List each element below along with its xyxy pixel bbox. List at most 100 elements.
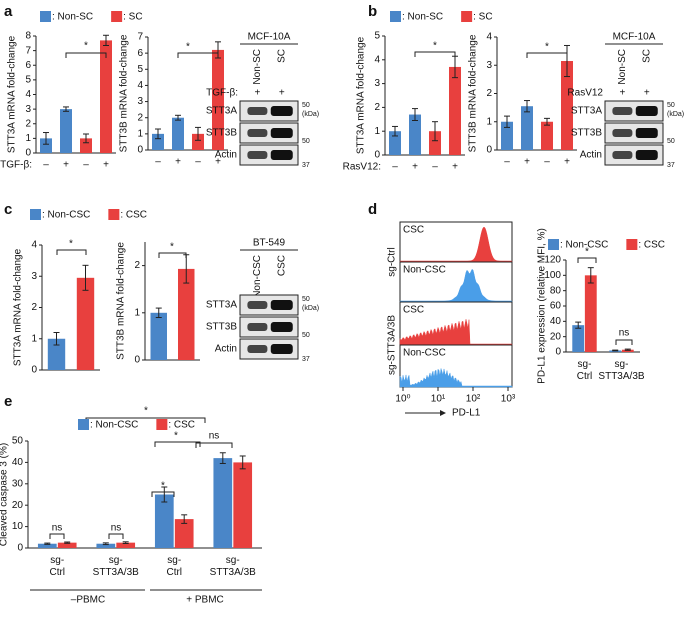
bar bbox=[154, 494, 174, 548]
histogram-shape bbox=[399, 268, 513, 303]
y-tick-label: 20 bbox=[12, 500, 24, 511]
size-marker: 50 bbox=[667, 102, 675, 109]
size-marker: 50 bbox=[302, 332, 310, 339]
bar bbox=[76, 277, 95, 370]
band bbox=[635, 150, 658, 160]
annotation: * bbox=[144, 406, 148, 417]
group-label: sg-STT3A/3B bbox=[387, 315, 398, 375]
error-bar bbox=[392, 125, 398, 137]
band bbox=[635, 106, 658, 116]
size-marker: (kDa) bbox=[302, 111, 319, 118]
y-tick-label: 0 bbox=[31, 365, 37, 376]
y-tick-label: 6 bbox=[25, 60, 31, 71]
bar bbox=[47, 338, 66, 370]
error-bar bbox=[612, 349, 619, 352]
y-tick-label: 0 bbox=[17, 543, 23, 554]
lane-label: CSC bbox=[276, 255, 287, 276]
group-label: + PBMC bbox=[186, 595, 224, 606]
error-bar bbox=[587, 267, 594, 284]
band bbox=[270, 300, 293, 310]
size-marker: (kDa) bbox=[302, 305, 319, 312]
bar bbox=[429, 131, 441, 155]
y-tick-label: 2 bbox=[137, 112, 143, 123]
error-bar bbox=[63, 106, 69, 112]
error-bar bbox=[624, 348, 631, 351]
error-bar bbox=[82, 264, 89, 291]
band-label: Actin bbox=[580, 150, 602, 161]
x-tick-label: 10⁰ bbox=[395, 394, 410, 405]
bar bbox=[233, 462, 253, 548]
x-tick-label: sg-Ctrl bbox=[166, 555, 182, 578]
y-tick-label: 0 bbox=[25, 148, 31, 159]
bar bbox=[521, 106, 533, 150]
panel-label: b bbox=[368, 3, 377, 20]
bracket bbox=[108, 533, 124, 539]
error-bar bbox=[155, 307, 162, 319]
band bbox=[270, 106, 293, 116]
bracket bbox=[615, 339, 633, 345]
x-tick-label: + bbox=[452, 162, 458, 173]
y-tick-label: 40 bbox=[550, 316, 562, 327]
error-bar bbox=[64, 541, 71, 544]
x-tick-label: sg-STT3A/3B bbox=[210, 555, 256, 578]
bar bbox=[621, 349, 634, 352]
y-tick-label: 10 bbox=[12, 521, 24, 532]
band bbox=[247, 129, 268, 137]
error-bar bbox=[412, 108, 418, 121]
x-tick-label: – bbox=[83, 160, 89, 171]
arrow-head bbox=[440, 410, 446, 416]
bar bbox=[150, 312, 167, 360]
bracket bbox=[56, 249, 87, 255]
band-label: STT3A bbox=[206, 300, 237, 311]
error-bar bbox=[239, 455, 246, 470]
x-tick-label: – bbox=[504, 157, 510, 168]
bar bbox=[501, 121, 513, 150]
legend-swatch bbox=[626, 239, 638, 250]
treatment-sign: + bbox=[619, 88, 625, 99]
row-label: Non-CSC bbox=[403, 348, 446, 359]
error-bar bbox=[175, 114, 181, 121]
x-tick-label: – bbox=[43, 160, 49, 171]
lane-label: Non-SC bbox=[617, 49, 628, 85]
y-tick-label: 4 bbox=[374, 54, 380, 65]
size-marker: 37 bbox=[302, 162, 310, 169]
annotation: * bbox=[161, 481, 165, 492]
y-axis-title: STT3B mRNA fold-change bbox=[119, 34, 130, 152]
row-label: CSC bbox=[403, 305, 424, 316]
error-bar bbox=[575, 321, 582, 329]
x-tick-label: 10² bbox=[466, 394, 481, 405]
x-tick-label: sg-Ctrl bbox=[49, 555, 65, 578]
error-bar bbox=[564, 44, 570, 78]
bar bbox=[541, 121, 553, 150]
bar bbox=[37, 543, 57, 548]
bar bbox=[80, 138, 92, 153]
histogram-shape bbox=[399, 226, 513, 263]
x-axis-title: PD-L1 bbox=[452, 408, 481, 419]
bracket bbox=[577, 257, 597, 263]
legend-swatch bbox=[111, 11, 123, 22]
band-label: Actin bbox=[215, 150, 237, 161]
y-tick-label: 2 bbox=[25, 118, 31, 129]
error-bar bbox=[219, 452, 226, 464]
legend-label: : SC bbox=[473, 12, 492, 23]
treatment-sign: + bbox=[279, 88, 285, 99]
size-marker: (kDa) bbox=[667, 111, 684, 118]
band-label: STT3B bbox=[571, 128, 602, 139]
y-tick-label: 3 bbox=[137, 96, 143, 107]
bar bbox=[178, 268, 195, 360]
lane-label: Non-SC bbox=[252, 49, 263, 85]
legend-label: : Non-CSC bbox=[42, 210, 90, 221]
bar bbox=[213, 458, 233, 548]
size-marker: 50 bbox=[302, 138, 310, 145]
bracket bbox=[195, 442, 233, 448]
y-tick-label: 3 bbox=[486, 60, 492, 71]
y-tick-label: 4 bbox=[137, 80, 143, 91]
row-label: CSC bbox=[403, 225, 424, 236]
error-bar bbox=[181, 514, 188, 524]
band bbox=[247, 301, 268, 309]
y-tick-label: 4 bbox=[486, 32, 492, 43]
legend-swatch bbox=[390, 11, 401, 22]
y-tick-label: 50 bbox=[12, 436, 24, 447]
annotation: * bbox=[433, 41, 437, 52]
